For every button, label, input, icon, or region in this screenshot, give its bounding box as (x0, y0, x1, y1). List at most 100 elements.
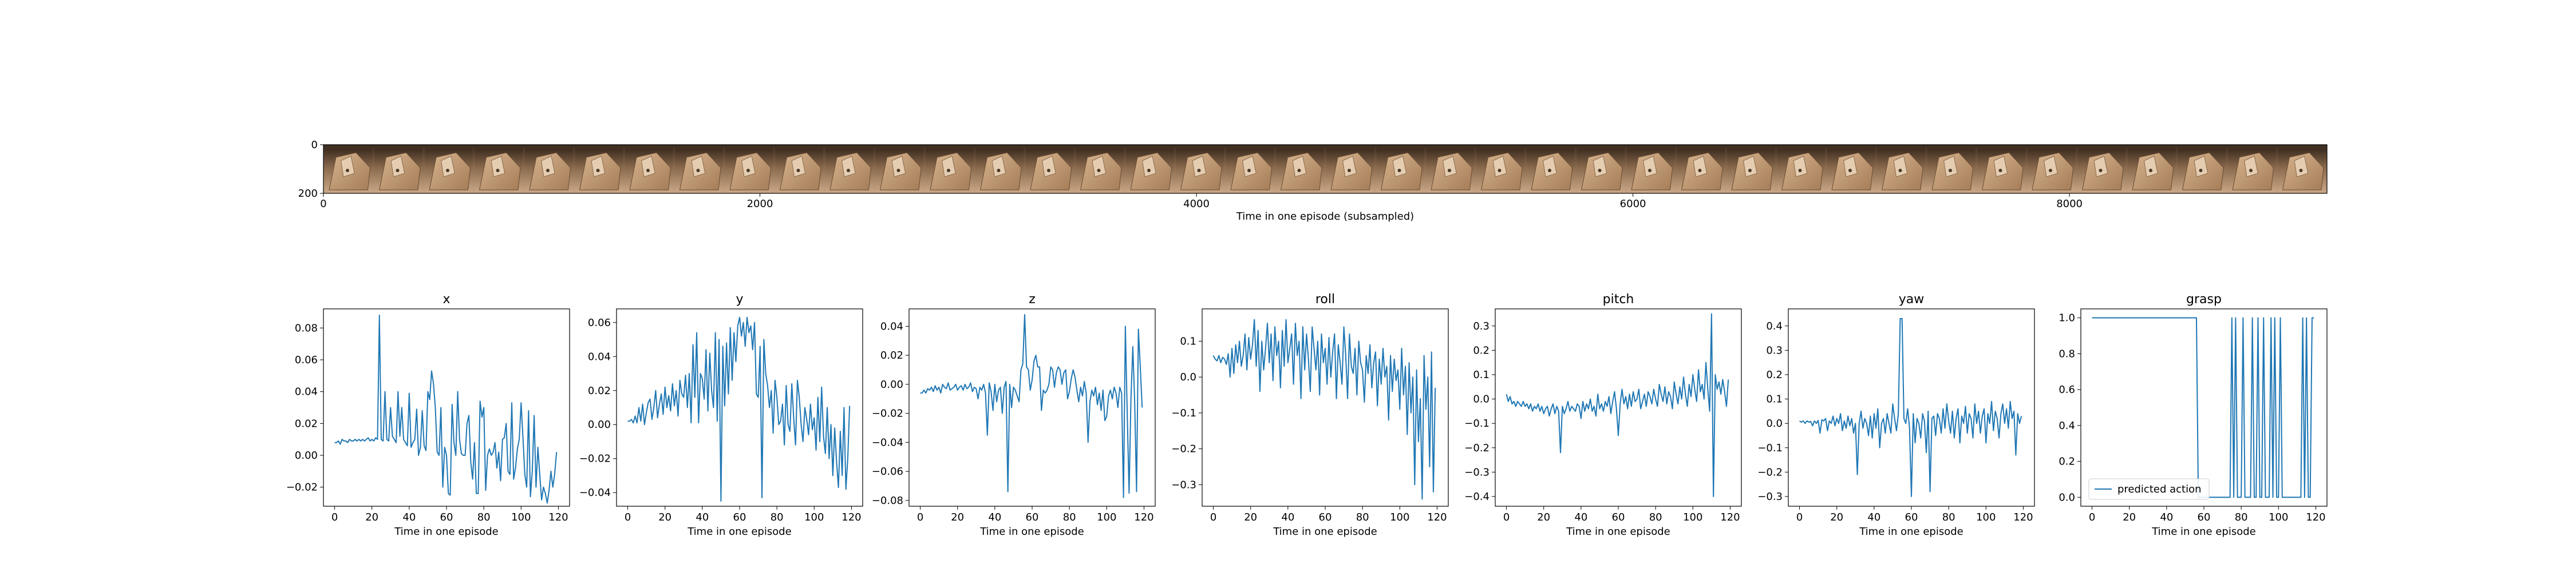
y-tick-label: 0.0 (2059, 491, 2075, 503)
chart-grasp: grasp 0 20 40 60 80 100 120 0.0 0.2 0.4 0.6 0.8 1.0 Ti… (2059, 292, 2328, 538)
chart-pitch: pitch 0 20 40 60 80 100 120 −0.4 −0.3 −0.2 −0.1 0.0 0… (1464, 292, 1742, 538)
x-tick-label: 20 (658, 511, 671, 523)
episode-frame (825, 148, 874, 192)
strip-x-tick-label: 0 (320, 198, 326, 210)
action-plots-row: x 0 20 40 60 80 100 120 −0.02 0.00 0.02 0.04 0.06 0.0… (0, 280, 2576, 549)
y-tick-label: −0.2 (1464, 442, 1490, 454)
x-tick-label: 100 (1097, 511, 1116, 523)
x-tick-label: 60 (1026, 511, 1039, 523)
episode-frame (2278, 148, 2326, 192)
episode-frame-strip: 0 2000 4000 6000 8000 0 200 Time in one episod… (0, 0, 2576, 240)
y-tick-label: 0.04 (295, 386, 318, 398)
x-tick-label: 120 (2306, 511, 2325, 523)
episode-frame (475, 148, 523, 192)
y-tick-label: 1.0 (2059, 312, 2075, 324)
y-tick-label: −0.3 (1464, 466, 1490, 478)
y-tick-label: −0.3 (1171, 479, 1196, 491)
plot-frame (323, 308, 570, 507)
x-tick-label: 80 (1942, 511, 1955, 523)
y-tick-label: 0.6 (2059, 384, 2075, 396)
x-tick-label: 0 (625, 511, 631, 523)
x-tick-label: 120 (548, 511, 568, 523)
episode-frame (1026, 148, 1074, 192)
y-tick-label: −0.02 (286, 482, 318, 494)
x-tick-label: 80 (1063, 511, 1076, 523)
y-tick-label: 0.00 (880, 379, 903, 391)
strip-x-tick-label: 6000 (1620, 198, 1646, 210)
y-tick-label: 0.1 (1180, 335, 1196, 347)
x-axis-label: Time in one episode (1273, 526, 1377, 538)
episode-frame (1326, 148, 1374, 192)
x-tick-label: 40 (1574, 511, 1587, 523)
episode-frame (325, 148, 373, 192)
chart-title: roll (1315, 292, 1335, 307)
x-tick-label: 80 (1649, 511, 1662, 523)
episode-frame (1827, 148, 1875, 192)
strip-x-tick-label: 4000 (1183, 198, 1210, 210)
y-tick-label: −0.1 (1757, 442, 1783, 454)
x-tick-label: 60 (1319, 511, 1332, 523)
episode-frame (1276, 148, 1324, 192)
x-tick-label: 40 (1281, 511, 1294, 523)
legend: predicted action (2088, 478, 2210, 500)
series-line (2092, 317, 2314, 498)
y-tick-label: −0.02 (872, 408, 903, 420)
y-tick-label: 0.02 (588, 385, 611, 397)
episode-frame (1977, 148, 2025, 192)
series-line (1799, 318, 2022, 497)
x-tick-label: 20 (365, 511, 378, 523)
episode-frame (1727, 148, 1775, 192)
strip-x-tick-label: 2000 (747, 198, 773, 210)
x-tick-label: 80 (1356, 511, 1369, 523)
chart-title: pitch (1603, 292, 1634, 307)
episode-frame (2077, 148, 2125, 192)
y-tick-label: 0.3 (1473, 320, 1490, 332)
x-tick-label: 80 (477, 511, 491, 523)
y-tick-label: −0.1 (1464, 418, 1490, 430)
x-tick-label: 60 (733, 511, 746, 523)
x-tick-label: 120 (841, 511, 861, 523)
x-tick-label: 0 (1210, 511, 1216, 523)
x-tick-label: 0 (2089, 511, 2095, 523)
x-tick-label: 100 (1683, 511, 1702, 523)
x-tick-label: 100 (2269, 511, 2288, 523)
y-tick-label: −0.04 (579, 487, 611, 499)
x-tick-label: 20 (1244, 511, 1257, 523)
x-tick-label: 20 (2123, 511, 2136, 523)
series-line (1212, 319, 1436, 500)
x-tick-label: 40 (696, 511, 709, 523)
chart-title: x (442, 292, 450, 307)
x-axis-label: Time in one episode (2151, 526, 2256, 538)
episode-frame (1176, 148, 1224, 192)
x-axis-label: Time in one episode (394, 526, 499, 538)
episode-frame (926, 148, 974, 192)
legend-box (2088, 478, 2210, 500)
episode-frame (1927, 148, 1976, 192)
x-tick-label: 40 (2160, 511, 2173, 523)
x-tick-label: 60 (2198, 511, 2211, 523)
chart-roll: roll 0 20 40 60 80 100 120 −0.3 −0.2 −0.1 0.0 0.1 Tim… (1171, 292, 1449, 538)
y-tick-label: 0.02 (295, 418, 318, 430)
episode-frame (725, 148, 773, 192)
y-tick-label: 0.00 (295, 450, 318, 462)
y-tick-label: 0.04 (588, 351, 611, 363)
x-tick-label: 100 (511, 511, 531, 523)
x-tick-label: 100 (1390, 511, 1409, 523)
legend-label: predicted action (2117, 483, 2202, 495)
episode-frame (1076, 148, 1124, 192)
episode-frame (2228, 148, 2276, 192)
series-line (334, 315, 558, 504)
y-tick-label: 0.3 (1766, 344, 1783, 356)
strip-background (323, 145, 2327, 193)
y-tick-label: 0.06 (588, 317, 611, 329)
y-tick-label: 0.02 (880, 349, 903, 362)
chart-x: x 0 20 40 60 80 100 120 −0.02 0.00 0.02 0.04 0.06 0.0… (286, 292, 570, 538)
y-tick-label: −0.08 (872, 495, 903, 507)
y-tick-label: 0.8 (2059, 348, 2075, 360)
strip-frame-border (323, 144, 2328, 194)
y-tick-label: 0.1 (1766, 394, 1783, 406)
series-line (1506, 313, 1729, 497)
x-tick-label: 20 (1830, 511, 1843, 523)
y-tick-label: −0.2 (1757, 466, 1783, 478)
x-tick-label: 80 (2235, 511, 2248, 523)
